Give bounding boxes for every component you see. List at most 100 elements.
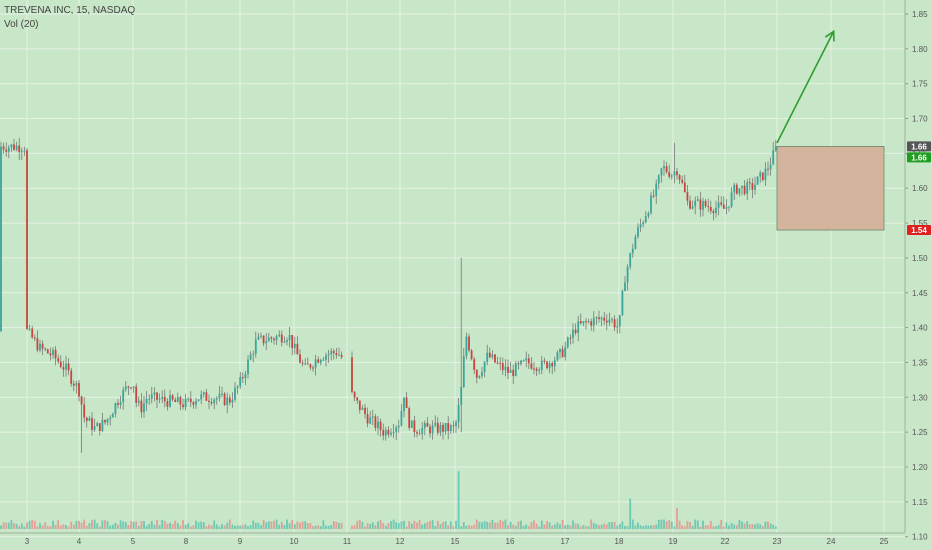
candle-down	[590, 321, 593, 326]
candle-down	[166, 401, 169, 407]
candle-up	[577, 321, 580, 334]
volume-bar	[312, 526, 314, 529]
candle-up	[491, 354, 494, 358]
candle-down	[561, 348, 564, 357]
volume-bar	[634, 525, 637, 529]
candle-down	[270, 337, 273, 339]
candle-up	[330, 350, 333, 355]
candle-up	[702, 201, 704, 210]
candle-down	[301, 362, 304, 364]
volume-bar	[200, 521, 203, 529]
y-tick-label: 1.50	[912, 254, 928, 263]
volume-bar	[637, 522, 639, 529]
candle-up	[257, 336, 260, 340]
candle-up	[465, 336, 468, 357]
x-tick-label: 22	[721, 537, 730, 546]
candle-up	[486, 352, 489, 362]
candle-up	[143, 403, 145, 413]
candle-down	[720, 202, 723, 205]
candle-down	[712, 211, 715, 214]
candle-up	[434, 422, 437, 426]
volume-bar	[678, 520, 681, 529]
candle-down	[182, 404, 184, 408]
candle-up	[730, 192, 733, 207]
candle-up	[384, 429, 387, 436]
volume-bar	[371, 522, 374, 529]
candle-down	[36, 338, 39, 351]
volume-bar	[299, 522, 301, 529]
candle-down	[171, 395, 174, 400]
volume-bar	[366, 523, 369, 529]
candle-up	[319, 359, 322, 363]
volume-bar	[10, 520, 13, 529]
volume-bar	[280, 521, 283, 529]
volume-bar	[309, 522, 312, 529]
y-tick-label: 1.40	[912, 324, 928, 333]
projection-arrow[interactable]	[776, 31, 835, 144]
volume-bar	[590, 519, 593, 529]
volume-bar	[496, 522, 499, 529]
candle-down	[208, 400, 210, 402]
price-badge-label: 1.66	[911, 142, 927, 151]
volume-bar	[397, 523, 400, 529]
volume-bar	[117, 524, 119, 529]
volume-bar	[49, 526, 52, 529]
candle-up	[119, 402, 122, 405]
volume-bar	[213, 520, 216, 529]
candle-up	[371, 416, 374, 418]
volume-bar	[449, 521, 452, 529]
volume-bar	[44, 522, 47, 529]
price-badge: 1.66	[907, 141, 931, 152]
volume-bar	[132, 521, 135, 529]
volume-bar	[767, 521, 769, 529]
candle-up	[650, 195, 652, 214]
candle-up	[514, 363, 517, 376]
candle-up	[460, 386, 463, 406]
volume-bar	[746, 521, 749, 529]
volume-bar	[756, 523, 759, 529]
candle-down	[488, 352, 491, 358]
candle-up	[124, 386, 127, 390]
volume-bar	[527, 526, 530, 529]
candle-down	[59, 361, 62, 368]
candle-up	[132, 386, 135, 388]
volume-bar	[252, 520, 255, 529]
volume-bar	[561, 520, 564, 529]
y-tick-label: 1.80	[912, 45, 928, 54]
candle-down	[416, 432, 418, 434]
volume-bar	[384, 525, 387, 529]
candle-up	[769, 164, 772, 170]
candle-up	[553, 360, 556, 367]
candle-up	[611, 319, 613, 321]
candle-up	[691, 206, 694, 209]
volume-bar	[761, 526, 764, 529]
volume-bar	[327, 525, 330, 529]
x-tick-label: 17	[561, 537, 570, 546]
target-box[interactable]	[776, 146, 885, 231]
candle-down	[517, 363, 520, 365]
volume-bar	[426, 521, 429, 529]
candle-down	[179, 397, 182, 405]
candle-down	[273, 338, 275, 341]
candle-up	[403, 397, 405, 412]
volume-bar	[410, 523, 413, 529]
volume-bar	[208, 524, 210, 529]
volume-bar	[668, 520, 671, 529]
volume-bar	[538, 526, 541, 529]
volume-bar	[647, 525, 650, 529]
price-badge-bg	[907, 225, 931, 236]
candle-up	[278, 334, 281, 337]
volume-bar	[673, 526, 676, 529]
candle-down	[156, 392, 158, 400]
candle-up	[582, 321, 585, 324]
volume-bar	[460, 526, 463, 529]
candle-down	[83, 404, 86, 418]
x-tick-label: 15	[451, 537, 460, 546]
volume-bar	[694, 519, 697, 529]
y-tick-label: 1.20	[912, 463, 928, 472]
candle-down	[668, 172, 671, 177]
candle-down	[296, 343, 299, 355]
candle-down	[743, 185, 746, 194]
